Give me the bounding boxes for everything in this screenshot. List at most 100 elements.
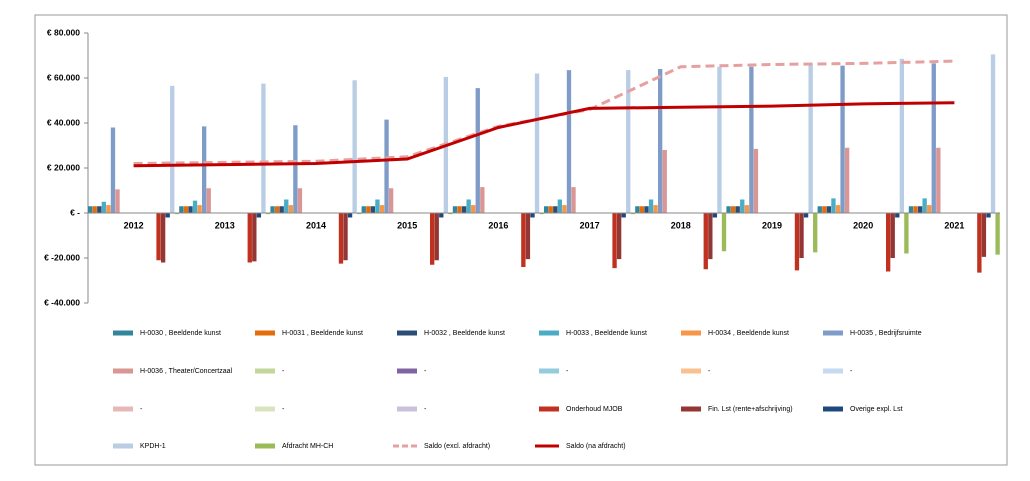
bar — [357, 213, 362, 215]
bar — [480, 187, 485, 213]
bar — [544, 206, 549, 213]
bar — [534, 73, 540, 213]
bar — [844, 147, 850, 213]
bar — [822, 206, 827, 213]
bar — [375, 199, 380, 213]
legend-label: - — [424, 406, 427, 413]
legend-swatch — [113, 406, 133, 412]
bar — [639, 206, 645, 213]
bar — [188, 206, 193, 213]
bar — [370, 206, 376, 213]
bar — [986, 213, 991, 218]
legend-label: H-0035 , Bedrijfsruimte — [850, 330, 922, 337]
legend-swatch — [539, 406, 559, 412]
bar — [726, 206, 731, 213]
bar — [165, 213, 170, 218]
legend-label: Fin. Lst (rente+afschrijving) — [708, 406, 793, 413]
bar — [626, 70, 631, 213]
legend-label: - — [566, 368, 569, 375]
bar — [88, 206, 93, 213]
bar — [156, 213, 161, 261]
chart-frame — [34, 14, 1008, 466]
bar — [936, 147, 941, 213]
bar — [717, 66, 722, 213]
bar — [917, 206, 923, 213]
bar — [439, 213, 444, 218]
bar — [192, 200, 198, 213]
bar — [525, 213, 531, 260]
bar — [630, 213, 635, 215]
bar — [297, 188, 303, 213]
bar — [553, 206, 558, 213]
legend-swatch — [823, 406, 843, 412]
legend-swatch — [397, 368, 417, 374]
bar — [539, 213, 544, 215]
bar — [388, 188, 394, 213]
y-tick-label: € 80.000 — [47, 27, 80, 37]
bar — [616, 213, 622, 260]
bar — [817, 206, 822, 213]
legend-label: - — [708, 368, 711, 375]
bar — [293, 125, 298, 213]
legend-label: Saldo (na afdracht) — [566, 443, 626, 450]
legend-label: - — [850, 368, 853, 375]
bar — [794, 213, 800, 271]
bar — [466, 199, 471, 213]
bar — [160, 213, 166, 263]
bar — [899, 58, 905, 213]
legend-label: Afdracht MH-CH — [282, 443, 333, 450]
bar — [548, 206, 553, 213]
bar — [840, 65, 845, 213]
bar — [662, 150, 667, 213]
legend-swatch — [113, 368, 133, 374]
bar — [475, 88, 480, 213]
bar — [557, 199, 563, 213]
x-tick-label: 2016 — [488, 220, 508, 230]
x-tick-label: 2019 — [762, 220, 782, 230]
legend-swatch — [255, 368, 275, 374]
bar — [461, 206, 467, 213]
bar — [379, 205, 385, 213]
bar — [202, 126, 207, 213]
bar — [799, 213, 804, 258]
bar — [890, 213, 895, 258]
legend-swatch — [681, 368, 701, 374]
bar — [352, 80, 357, 213]
bar — [101, 201, 107, 213]
legend-swatch — [255, 443, 275, 449]
bar — [635, 206, 640, 213]
bar — [990, 54, 996, 213]
bar — [247, 213, 252, 263]
y-tick-label: € -40.000 — [44, 297, 80, 307]
bar — [115, 189, 120, 213]
bar — [708, 213, 713, 260]
bar — [97, 206, 102, 213]
bar — [735, 206, 740, 213]
bar — [571, 187, 576, 213]
line — [133, 59, 955, 165]
bar — [813, 213, 818, 253]
bar — [366, 206, 371, 213]
bar — [448, 213, 453, 215]
bar — [261, 83, 266, 213]
legend-label: - — [140, 406, 143, 413]
bar — [206, 188, 211, 213]
bar — [110, 127, 116, 213]
legend-label: Overige expl. Lst — [850, 406, 903, 413]
legend-swatch — [681, 406, 701, 412]
bar — [703, 213, 708, 270]
bar — [927, 205, 932, 213]
bar — [562, 205, 567, 213]
bar — [895, 213, 900, 218]
x-tick-label: 2015 — [397, 220, 417, 230]
legend-swatch — [823, 330, 843, 336]
bar — [430, 213, 435, 265]
legend-swatch — [823, 368, 843, 374]
legend-swatch — [255, 330, 275, 336]
bar — [612, 213, 617, 269]
x-tick-label: 2013 — [215, 220, 235, 230]
bar — [740, 199, 745, 213]
bar — [179, 206, 184, 213]
bar — [886, 213, 891, 272]
legend-swatch — [539, 368, 559, 374]
